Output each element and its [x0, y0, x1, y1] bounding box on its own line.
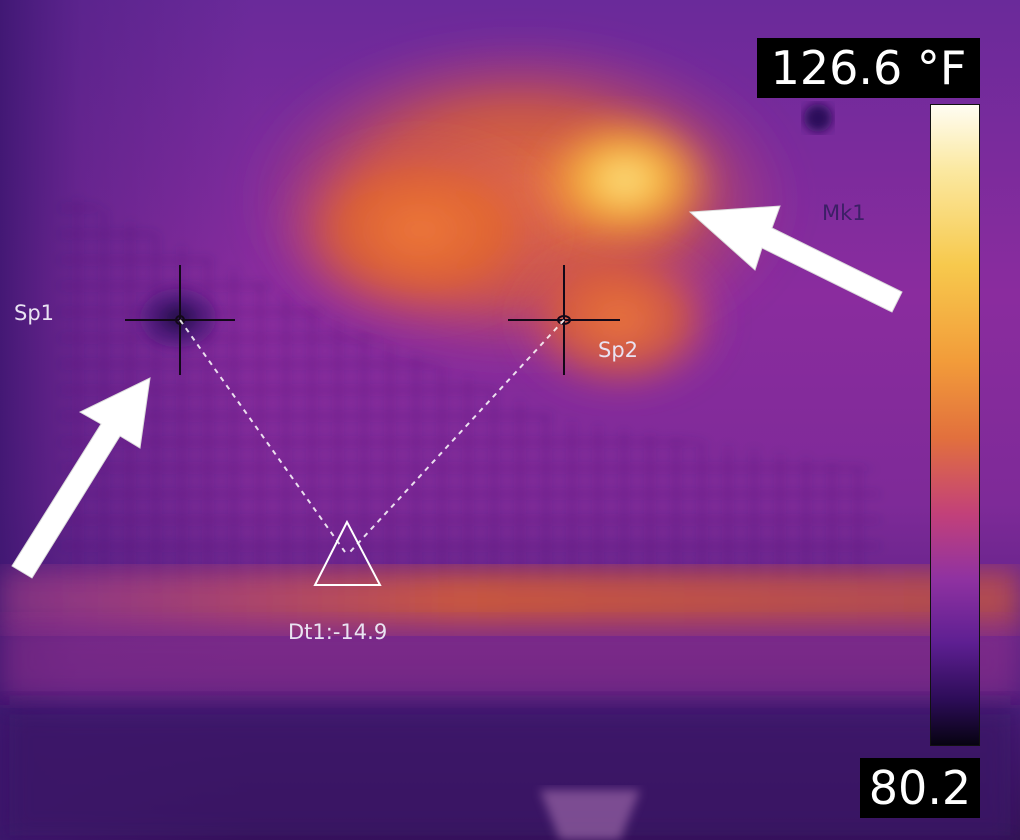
dt1-triangle — [313, 519, 382, 586]
temperature-scale-bar — [930, 104, 980, 746]
delta-lines — [179, 319, 565, 553]
sp2-label: Sp2 — [598, 338, 639, 362]
mk1-label: Mk1 — [822, 201, 866, 225]
max-temperature-readout: 126.6 °F — [757, 38, 980, 98]
min-temperature-readout: 80.2 — [860, 758, 980, 818]
sp1-label: Sp1 — [14, 301, 55, 325]
arrow-sp1-icon — [11, 377, 151, 579]
arrow-mk1-icon — [688, 205, 903, 313]
dt1-label: Dt1:-14.9 — [288, 620, 388, 644]
